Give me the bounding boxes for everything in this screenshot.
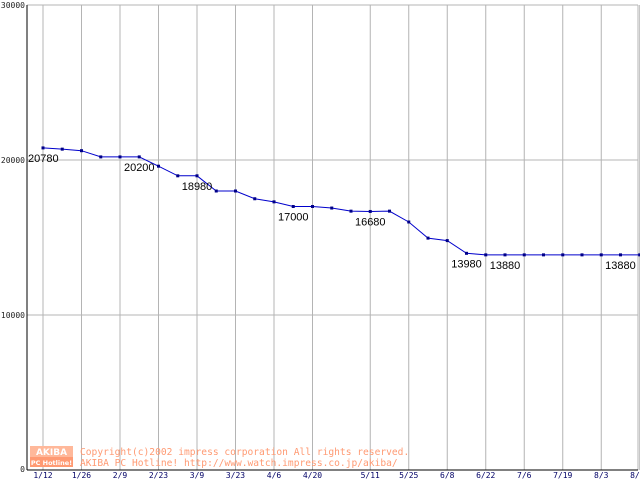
data-point	[99, 155, 103, 159]
data-point	[522, 253, 526, 257]
x-tick-label: 7/6	[517, 471, 532, 480]
x-tick-label: 6/8	[440, 471, 455, 480]
data-point	[137, 155, 141, 159]
x-tick-label: 2/23	[149, 471, 168, 480]
data-point	[234, 189, 237, 193]
data-label: 18980	[182, 181, 213, 193]
data-point	[619, 253, 622, 257]
x-tick-label: 5/25	[399, 471, 418, 480]
x-tick-label: 8/3	[594, 471, 609, 480]
data-label: 20200	[124, 162, 155, 174]
akiba-logo: AKIBA PC Hotline!	[30, 446, 73, 467]
x-tick-label: 2/9	[113, 471, 128, 480]
data-point	[311, 205, 314, 208]
x-tick-labels: 1/12 1/26 2/9 2/23 3/9 3/23 4/6 4/20 5/11 5/25 6/8…	[33, 471, 640, 480]
data-point	[445, 239, 449, 243]
y-tick-label: 0	[20, 465, 25, 474]
data-label: 20780	[28, 153, 59, 165]
x-tick-label: 6/22	[476, 471, 495, 480]
data-labels: 20780 20200 18980 17000 16680 13980 13880 13880	[28, 153, 636, 272]
data-point	[330, 206, 334, 210]
data-point	[80, 149, 83, 153]
data-label: 17000	[278, 212, 309, 224]
chart-axes	[26, 5, 638, 471]
data-point	[465, 251, 468, 255]
x-tick-label: 1/26	[72, 471, 91, 480]
x-tick-label: 3/23	[226, 471, 245, 480]
data-point	[638, 253, 640, 257]
x-tick-label: 7/19	[553, 471, 572, 480]
grid-lines	[27, 4, 640, 470]
data-point	[176, 174, 180, 178]
data-point	[542, 253, 545, 257]
data-point	[599, 253, 603, 257]
y-tick-label: 20000	[1, 156, 25, 165]
x-tick-label: 4/20	[303, 471, 322, 480]
x-tick-label: 5/11	[361, 471, 380, 480]
series-line	[42, 147, 640, 256]
data-markers	[41, 146, 640, 257]
data-label: 13880	[605, 260, 636, 272]
data-label: 16680	[355, 216, 386, 228]
data-point	[503, 253, 507, 257]
data-point	[41, 146, 45, 150]
y-tick-label: 30000	[1, 1, 25, 10]
y-tick-label: 10000	[1, 311, 25, 320]
x-tick-label: 4/6	[267, 471, 282, 480]
data-point	[291, 205, 295, 208]
data-point	[407, 220, 411, 224]
data-point	[561, 253, 565, 257]
data-point	[272, 200, 276, 204]
data-point	[214, 189, 218, 193]
site-url-text: AKIBA PC Hotline! http://www.watch.impre…	[80, 458, 398, 469]
logo-top-text: AKIBA	[36, 448, 67, 458]
data-point	[368, 209, 372, 213]
data-point	[195, 174, 199, 178]
copyright-watermark: AKIBA PC Hotline! Copyright(c)2002 impre…	[30, 446, 409, 469]
data-point	[157, 164, 160, 168]
x-tick-label: 1/12	[33, 471, 52, 480]
data-point	[349, 209, 353, 213]
data-point	[118, 155, 122, 159]
logo-bottom-text: PC Hotline!	[31, 459, 72, 467]
x-tick-label: 8/16	[630, 471, 640, 480]
x-tick-label: 3/9	[190, 471, 205, 480]
y-tick-labels: 0 10000 20000 30000	[1, 1, 25, 474]
data-label: 13880	[490, 260, 521, 272]
data-point	[426, 236, 430, 240]
copyright-text: Copyright(c)2002 impress corporation All…	[80, 447, 409, 458]
data-point	[253, 197, 257, 201]
data-point	[388, 209, 391, 213]
data-point	[60, 147, 64, 151]
data-point	[580, 253, 584, 257]
data-point	[484, 253, 488, 257]
data-label: 13980	[451, 258, 482, 270]
